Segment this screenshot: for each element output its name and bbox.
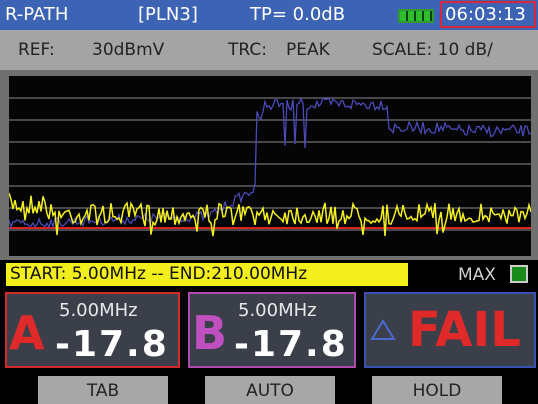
range-box: START: 5.00MHz -- END:210.00MHz [6, 263, 408, 286]
marker-a-panel: A 5.00MHz -17.8 [5, 292, 180, 368]
marker-letter: A [9, 306, 45, 360]
button[interactable]: AUTO [205, 376, 335, 404]
plan: [PLN3] [138, 4, 198, 25]
top-bar: R-PATH [PLN3] TP= 0.0dB 06:03:13 [0, 0, 538, 30]
marker-freq: 5.00MHz [238, 300, 317, 321]
button[interactable]: HOLD [372, 376, 502, 404]
result: FAIL [408, 302, 521, 358]
marker-b-panel: B 5.00MHz -17.8 [188, 292, 356, 368]
marker-level: -17.8 [234, 324, 348, 365]
range-label: START: 5.00MHz -- END:210.00MHz [10, 264, 308, 284]
button[interactable]: TAB [38, 376, 168, 404]
live-trace [9, 192, 531, 237]
scale: SCALE: 10 dB/ [372, 40, 493, 60]
delta-panel: FAIL [364, 292, 536, 368]
mode: R-PATH [5, 4, 69, 25]
clock: 06:03:13 [445, 4, 526, 25]
trc-label: TRC: [228, 40, 267, 60]
marker-freq: 5.00MHz [59, 300, 138, 321]
marker-letter: B [192, 306, 228, 360]
trc-value: PEAK [286, 40, 330, 60]
delta-icon [370, 319, 396, 340]
tp: TP= 0.0dB [250, 4, 346, 25]
battery [398, 9, 434, 23]
max-label: MAX [458, 265, 496, 285]
status-bar: REF: 30dBmV TRC: PEAK SCALE: 10 dB/ [0, 30, 538, 70]
max-indicator[interactable] [510, 265, 528, 283]
clock-box: 06:03:13 [440, 1, 536, 28]
ref-value: 30dBmV [92, 40, 165, 60]
trace-plot [9, 76, 531, 256]
marker-level: -17.8 [55, 324, 169, 365]
ref-label: REF: [18, 40, 55, 60]
